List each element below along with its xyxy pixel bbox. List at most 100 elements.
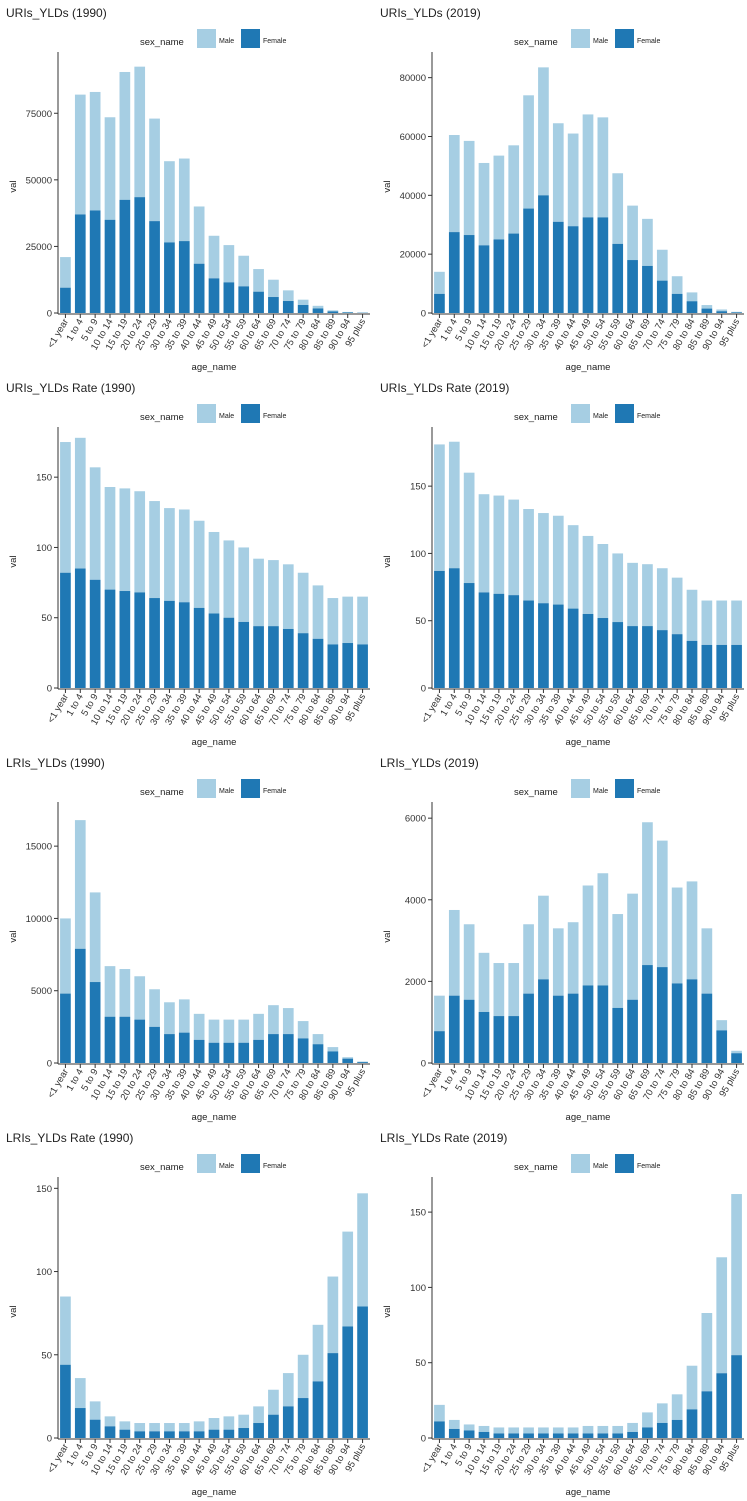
y-tick-label: 50	[415, 1358, 426, 1369]
legend-female-label: Female	[637, 413, 660, 420]
chart-title: LRIs_YLDs (2019)	[380, 756, 479, 770]
legend-title: sex_name	[140, 787, 184, 798]
bar-female	[60, 572, 71, 688]
bar-female	[478, 1431, 490, 1438]
bar-female	[178, 1032, 190, 1063]
bar-male	[104, 1416, 116, 1427]
bar-female	[74, 214, 86, 313]
bar-male	[178, 158, 190, 242]
y-tick-label: 60000	[400, 132, 426, 143]
bar-male	[582, 885, 594, 986]
bar-male	[656, 249, 668, 281]
legend: sex_name Male Female	[140, 779, 286, 798]
y-tick-label: 100	[410, 1283, 426, 1294]
bar-female	[312, 308, 324, 313]
bar-male	[268, 279, 279, 298]
bar-female	[552, 1433, 564, 1438]
bar-male	[223, 1416, 235, 1430]
legend-female-swatch	[241, 404, 260, 423]
bar-female	[478, 1011, 490, 1063]
bar-female	[149, 1431, 160, 1438]
bar-male	[642, 564, 653, 627]
chart-svg: LRIs_YLDs Rate (1990) sex_name Male Female 0…	[6, 1131, 370, 1498]
bar-female	[312, 638, 324, 688]
bar-male	[731, 600, 742, 645]
bar-male	[89, 91, 101, 211]
bar-male	[60, 442, 71, 573]
bar-female	[701, 1391, 713, 1438]
bar-male	[89, 1401, 101, 1420]
x-axis-title: age_name	[192, 737, 237, 748]
bar-male	[342, 311, 354, 313]
legend-male-swatch	[571, 404, 590, 423]
bar-male	[89, 892, 101, 983]
bar-male	[164, 508, 175, 601]
bar-female	[282, 301, 294, 313]
bar-female	[552, 604, 564, 688]
legend-female-label: Female	[263, 38, 286, 45]
bar-female	[60, 287, 71, 313]
bar-male	[253, 1013, 264, 1040]
bar-male	[297, 1021, 309, 1039]
bar-female	[223, 282, 235, 313]
chart-panel: LRIs_YLDs Rate (1990) sex_name Male Female 0…	[0, 1125, 373, 1500]
bar-female	[164, 1431, 175, 1438]
bar-male	[282, 564, 294, 629]
bar-female	[716, 644, 728, 688]
bar-male	[134, 976, 146, 1020]
chart-panel: LRIs_YLDs (2019) sex_name Male Female 0 2000 4…	[374, 750, 747, 1125]
bar-female	[582, 985, 594, 1063]
bar-female	[268, 297, 279, 313]
bar-female	[164, 242, 175, 313]
bar-female	[357, 1306, 368, 1438]
bar-male	[701, 1313, 713, 1392]
bar-male	[538, 67, 549, 196]
bar-male	[686, 1365, 698, 1410]
bar-male	[731, 311, 742, 313]
bar-female	[193, 1039, 205, 1063]
bar-female	[686, 979, 698, 1063]
x-axis-title: age_name	[566, 1112, 611, 1123]
bar-female	[523, 208, 534, 313]
bar-male	[582, 535, 594, 614]
y-axis-title: val	[8, 555, 19, 567]
bar-female	[493, 1433, 505, 1438]
bar-female	[327, 311, 339, 313]
bar-male	[74, 437, 86, 569]
bar-male	[164, 1002, 175, 1035]
chart-panel: URIs_YLDs Rate (1990) sex_name Male Female 0…	[0, 375, 373, 750]
bar-male	[357, 1193, 368, 1307]
bar-male	[282, 290, 294, 302]
bar-male	[312, 1324, 324, 1382]
legend-male-swatch	[197, 1154, 216, 1173]
chart-title: URIs_YLDs Rate (1990)	[6, 381, 135, 395]
bar-female	[104, 219, 116, 313]
bar-male	[104, 487, 116, 590]
legend-male-label: Male	[219, 1163, 234, 1170]
bar-male	[342, 1231, 354, 1327]
bars	[434, 822, 742, 1063]
chart-svg: URIs_YLDs (1990) sex_name Male Female 0 25000…	[6, 6, 370, 373]
bars	[434, 441, 742, 688]
bar-female	[448, 995, 460, 1063]
y-tick-label: 50	[41, 613, 52, 624]
bar-female	[253, 1039, 264, 1063]
bar-male	[327, 1276, 339, 1354]
bar-male	[312, 1034, 324, 1045]
bar-female	[282, 1034, 294, 1063]
bar-female	[89, 579, 101, 688]
bar-female	[357, 644, 368, 688]
bar-female	[612, 1007, 624, 1063]
bar-male	[597, 1425, 609, 1434]
bar-female	[701, 993, 713, 1063]
bars	[60, 1193, 368, 1438]
bar-male	[642, 1412, 653, 1428]
legend-male-label: Male	[219, 413, 234, 420]
bar-female	[656, 280, 668, 313]
y-tick-label: 50	[41, 1350, 52, 1361]
bar-male	[448, 909, 460, 996]
legend-female-label: Female	[637, 38, 660, 45]
bar-male	[448, 441, 460, 569]
bar-male	[523, 1427, 534, 1434]
bar-male	[448, 135, 460, 233]
